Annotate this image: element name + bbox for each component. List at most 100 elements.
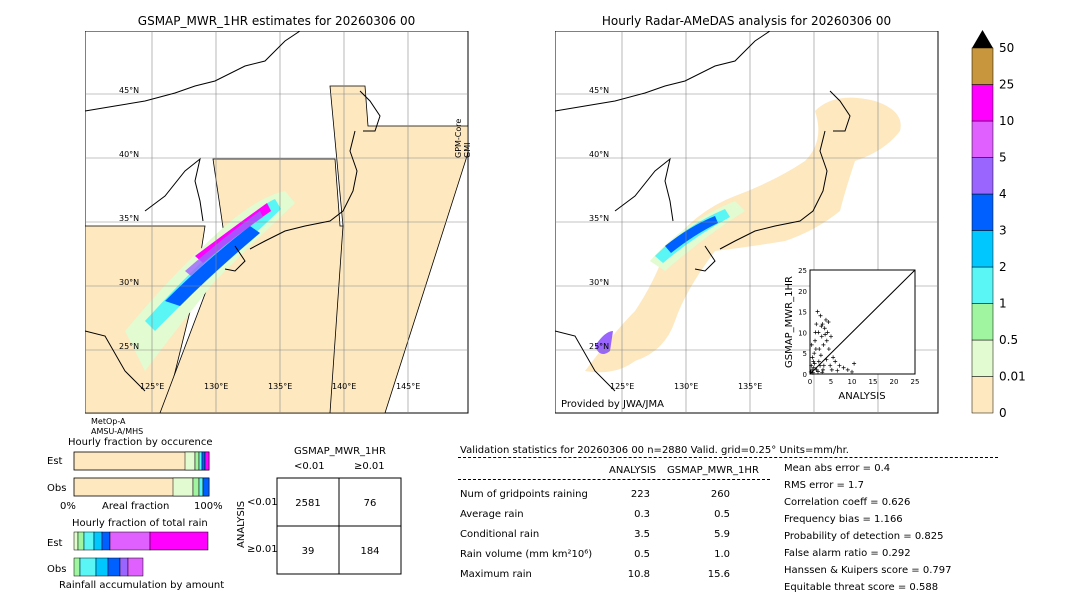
colorbar-box <box>971 303 994 341</box>
scatter-point <box>810 367 815 372</box>
val-score: RMS error = 1.7 <box>784 480 864 491</box>
left-map-title: GSMAP_MWR_1HR estimates for 20260306 00 <box>137 14 416 28</box>
scatter-point <box>829 367 834 372</box>
val-score: Equitable threat score = 0.588 <box>784 582 939 593</box>
right-rain-blue <box>665 216 718 253</box>
scatter-xtick-label: 20 <box>890 378 899 386</box>
scatter-point <box>820 370 825 375</box>
scatter-point <box>818 363 823 368</box>
colorbar-box <box>971 230 994 268</box>
scatter-point <box>831 355 836 360</box>
ct-row-lt: <0.01 <box>247 497 278 508</box>
colorbar-box <box>971 193 994 231</box>
scatter-point <box>819 334 824 339</box>
scatter-point <box>814 322 819 327</box>
val-col1: ANALYSIS <box>609 465 657 476</box>
val-row-b: 260 <box>710 489 730 500</box>
scatter-xtick-label: 5 <box>829 378 833 386</box>
scatter-point <box>816 359 821 364</box>
scatter-point <box>850 369 854 374</box>
occ-axis-right: 100% <box>194 501 223 512</box>
val-row-label: Num of gridpoints raining <box>460 489 588 500</box>
scatter-point <box>829 334 833 339</box>
scatter-point <box>813 338 818 343</box>
scatter-point <box>820 322 825 327</box>
scatter-xtick-label: 10 <box>848 378 857 386</box>
occ-bars <box>73 451 210 497</box>
val-score: Frequency bias = 1.166 <box>784 514 903 525</box>
right-lat-25: 25°N <box>589 342 609 351</box>
val-score: Hanssen & Kuipers score = 0.797 <box>784 565 952 576</box>
val-score: Correlation coeff = 0.626 <box>784 497 911 508</box>
val-col-rule <box>458 479 770 480</box>
tot-row-obs: Obs <box>47 564 67 575</box>
left-lon-145: 145°E <box>396 382 420 391</box>
right-lon-125: 125°E <box>610 382 634 391</box>
val-col2: GSMAP_MWR_1HR <box>667 465 759 476</box>
scatter-point <box>818 313 823 318</box>
colorbar-box <box>971 47 994 85</box>
left-lon-125: 125°E <box>140 382 164 391</box>
ct-cell-b: 76 <box>364 498 377 509</box>
left-side-label: GPM-Core GMI <box>454 118 472 158</box>
scatter-point <box>824 357 829 362</box>
ct-grid: 2581 76 39 184 <box>276 477 402 575</box>
left-swath-east <box>329 85 469 414</box>
scatter-point <box>808 369 813 374</box>
val-score: Probability of detection = 0.825 <box>784 531 944 542</box>
colorbar-label: 25 <box>999 78 1014 92</box>
right-lon-135: 135°E <box>738 382 762 391</box>
occ-title: Hourly fraction by occurence <box>68 437 213 448</box>
right-rain-south <box>595 331 613 355</box>
colorbar-label: 4 <box>999 187 1007 201</box>
colorbar-label: 2 <box>999 260 1007 274</box>
scatter-point <box>815 309 820 314</box>
scatter-point <box>811 365 816 370</box>
scatter-point <box>824 338 829 343</box>
colorbar-box <box>971 339 994 377</box>
scatter-point <box>823 317 828 322</box>
scatter-point <box>810 370 815 375</box>
scatter-xtick-label: 25 <box>911 378 920 386</box>
scatter-point <box>811 359 816 364</box>
val-row-a: 10.8 <box>627 569 650 580</box>
scatter-plot: 0 5 10 15 20 25 0 5 10 15 20 25 ANALYSIS GSMAP_MWR… <box>784 267 920 402</box>
val-row-a: 0.5 <box>634 549 650 560</box>
scatter-point <box>812 351 817 356</box>
scatter-point <box>813 330 818 335</box>
left-lon-130: 130°E <box>204 382 228 391</box>
left-lat-40: 40°N <box>119 150 139 159</box>
val-row-label: Maximum rain <box>460 569 532 580</box>
ct-cell-c: 39 <box>302 546 315 557</box>
scatter-point <box>828 363 833 368</box>
right-lat-30: 30°N <box>589 278 609 287</box>
val-row-b: 5.9 <box>714 529 730 540</box>
scatter-point <box>809 342 814 347</box>
colorbar-box <box>971 376 994 414</box>
right-map-title: Hourly Radar-AMeDAS analysis for 2026030… <box>601 14 892 28</box>
ct-title: GSMAP_MWR_1HR <box>294 446 386 457</box>
left-lat-35: 35°N <box>119 214 139 223</box>
scatter-ytick-label: 25 <box>798 267 807 275</box>
colorbar-label: 0.5 <box>999 333 1018 347</box>
scatter-point <box>821 342 826 347</box>
val-row-b: 15.6 <box>707 569 730 580</box>
val-row-b: 0.5 <box>714 509 730 520</box>
scatter-ylabel: GSMAP_MWR_1HR <box>784 276 795 368</box>
scatter-point <box>841 365 846 370</box>
colorbar-label: 10 <box>999 114 1014 128</box>
ct-cell-d: 184 <box>360 546 379 557</box>
val-row-a: 0.3 <box>634 509 650 520</box>
scatter-point <box>833 359 838 364</box>
scatter-point <box>825 330 830 335</box>
scatter-xtick-label: 15 <box>869 378 878 386</box>
right-lat-45: 45°N <box>589 86 609 95</box>
left-rain-violet <box>185 211 263 276</box>
scatter-ytick-label: 10 <box>798 329 807 337</box>
scatter-ytick-label: 15 <box>798 309 807 317</box>
val-score: Mean abs error = 0.4 <box>784 463 891 474</box>
occ-row-est: Est <box>47 456 63 467</box>
ct-col-ge: ≥0.01 <box>354 461 385 472</box>
colorbar-label: 0.01 <box>999 370 1026 384</box>
ct-cell-a: 2581 <box>295 498 320 509</box>
